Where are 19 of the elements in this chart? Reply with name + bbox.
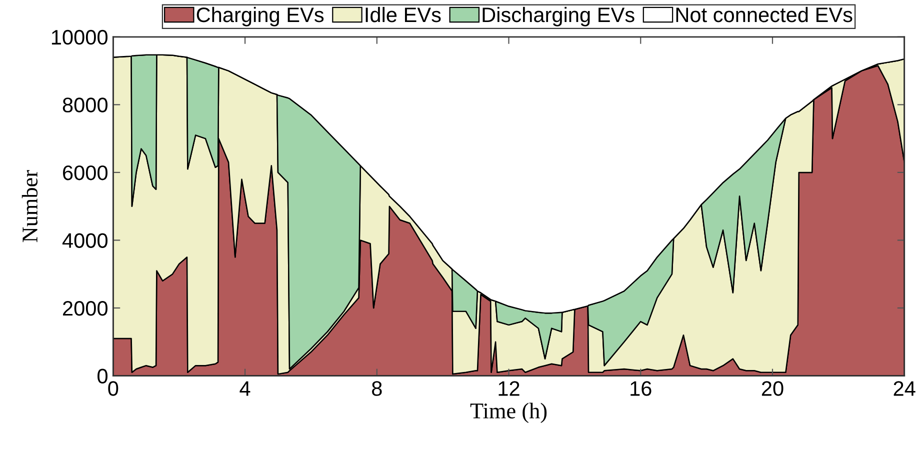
- legend-label: Charging EVs: [196, 6, 324, 26]
- y-tick-label: 0: [98, 368, 108, 384]
- x-tick-label: 12: [498, 381, 520, 396]
- y-tick-label: 2000: [63, 300, 108, 316]
- y-tick-label: 4000: [62, 233, 108, 248]
- legend-label: Idle EVs: [366, 6, 441, 22]
- x-axis-title: Time (h): [470, 402, 547, 423]
- x-tick-label: 8: [372, 381, 382, 396]
- x-tick-label: 20: [762, 381, 784, 396]
- legend-label: Not connected EVs: [676, 6, 852, 22]
- x-tick-label: 24: [894, 381, 916, 396]
- y-tick-label: 10000: [52, 30, 108, 45]
- legend-label: Discharging EVs: [482, 6, 634, 26]
- y-tick-label: 8000: [62, 98, 108, 112]
- x-tick-label: 0: [108, 381, 118, 396]
- x-tick-label: 4: [240, 381, 250, 396]
- x-tick-label: 16: [630, 381, 652, 396]
- y-axis-title: Number: [22, 170, 38, 242]
- y-tick-label: 6000: [63, 165, 108, 180]
